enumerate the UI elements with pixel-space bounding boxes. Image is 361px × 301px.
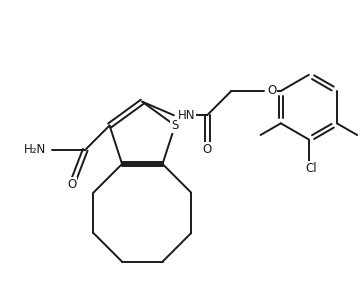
Text: HN: HN xyxy=(178,109,195,122)
Text: S: S xyxy=(171,119,179,132)
Text: O: O xyxy=(67,178,77,191)
Text: Cl: Cl xyxy=(305,162,317,175)
Text: O: O xyxy=(267,85,276,98)
Text: H₂N: H₂N xyxy=(24,143,46,156)
Text: O: O xyxy=(203,143,212,157)
